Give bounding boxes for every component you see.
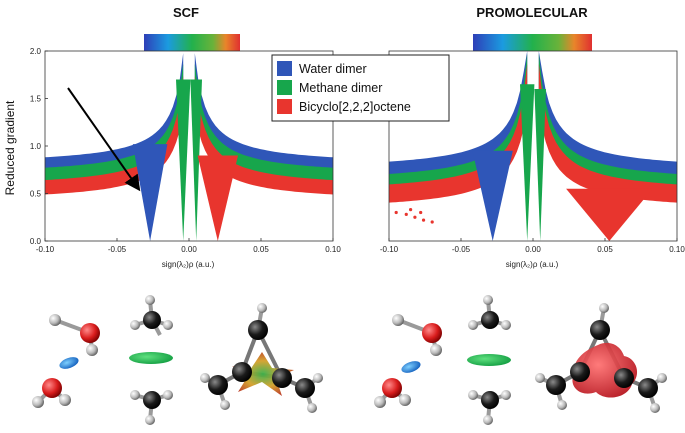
y-tick-label-1: 0.5 — [30, 190, 42, 199]
legend-swatch-water — [277, 61, 292, 76]
nci-surface-blue — [59, 357, 79, 369]
y-axis-label: Reduced gradient — [3, 100, 17, 195]
scatter-point-6 — [419, 210, 423, 215]
legend-label-bicyclooctene: Bicyclo[2,2,2]octene — [299, 100, 411, 114]
x-tick-label-4: 0.10 — [325, 245, 341, 254]
scatter-point-0 — [394, 210, 398, 215]
scatter-point-3 — [421, 218, 426, 222]
legend-label-water: Water dimer — [299, 62, 367, 76]
series-spike-2 — [534, 89, 546, 241]
nci-surface-blue-pro — [401, 361, 421, 373]
legend-swatch-methane — [277, 80, 292, 95]
water-dimer-model-pro — [374, 314, 442, 408]
series-band-water-right — [194, 53, 333, 176]
water-dimer-model — [32, 314, 100, 408]
series-spike-1 — [520, 84, 535, 241]
molecules-scf — [32, 295, 323, 425]
y-tick-label-2: 1.0 — [30, 142, 42, 151]
legend-entry-bicyclooctene: Bicyclo[2,2,2]octene — [277, 99, 411, 114]
x-tick-label-3: 0.05 — [597, 245, 613, 254]
legend-entry-methane: Methane dimer — [277, 80, 382, 95]
x-tick-label-2: 0.00 — [181, 245, 197, 254]
y-tick-label-0: 0.0 — [30, 237, 42, 246]
series-spike-2 — [190, 79, 202, 241]
y-tick-label-3: 1.5 — [30, 95, 42, 104]
legend-box — [271, 54, 450, 122]
nci-surface-star — [232, 352, 294, 396]
nci-surface-green — [129, 352, 173, 364]
x-tick-label-1: -0.05 — [452, 245, 471, 254]
series-band-methane-right — [538, 53, 677, 195]
bicyclooctene-model-pro — [535, 303, 667, 413]
nci-surface-green-pro — [467, 354, 511, 366]
y-tick-label-4: 2.0 — [30, 47, 42, 56]
series-spike-3 — [197, 155, 238, 241]
methane-dimer-model — [129, 295, 173, 425]
scatter-point-5 — [409, 208, 413, 212]
x-axis-label-scf: sign(λ₂)ρ (a.u.) — [162, 260, 215, 269]
legend-swatch-bicyclooctene — [277, 99, 292, 114]
annotation-arrow — [67, 87, 141, 192]
series-spike-1 — [176, 79, 191, 241]
colorbar-scf — [144, 34, 240, 51]
scatter-point-4 — [430, 220, 434, 224]
series-spike-0 — [472, 150, 513, 241]
methane-dimer-model-pro — [467, 295, 511, 425]
series-spike-3 — [566, 188, 653, 241]
x-tick-label-2: 0.00 — [525, 245, 541, 254]
series-band-methane-right — [194, 63, 333, 184]
molecules-promolecular — [374, 295, 667, 425]
x-tick-label-0: -0.10 — [380, 245, 399, 254]
colorbar-promolecular — [473, 34, 592, 51]
x-tick-label-4: 0.10 — [669, 245, 685, 254]
x-axis-label-promolecular: sign(λ₂)ρ (a.u.) — [506, 260, 559, 269]
promolecular-plot: -0.10 -0.05 0.00 0.05 0.10 — [380, 50, 685, 254]
chart-title-scf: SCF — [173, 5, 199, 20]
legend: Water dimer Methane dimer Bicyclo[2,2,2]… — [271, 54, 450, 122]
x-tick-label-0: -0.10 — [36, 245, 55, 254]
x-tick-label-1: -0.05 — [108, 245, 127, 254]
scatter-point-1 — [404, 212, 408, 216]
bicyclooctene-model — [200, 303, 323, 413]
x-tick-label-3: 0.05 — [253, 245, 269, 254]
legend-label-methane: Methane dimer — [299, 81, 382, 95]
scatter-point-2 — [413, 215, 417, 219]
series-spike-0 — [132, 144, 168, 241]
legend-entry-water: Water dimer — [277, 61, 367, 76]
series-band-bicyclooctene-right — [538, 63, 677, 203]
chart-title-promolecular: PROMOLECULAR — [476, 5, 588, 20]
